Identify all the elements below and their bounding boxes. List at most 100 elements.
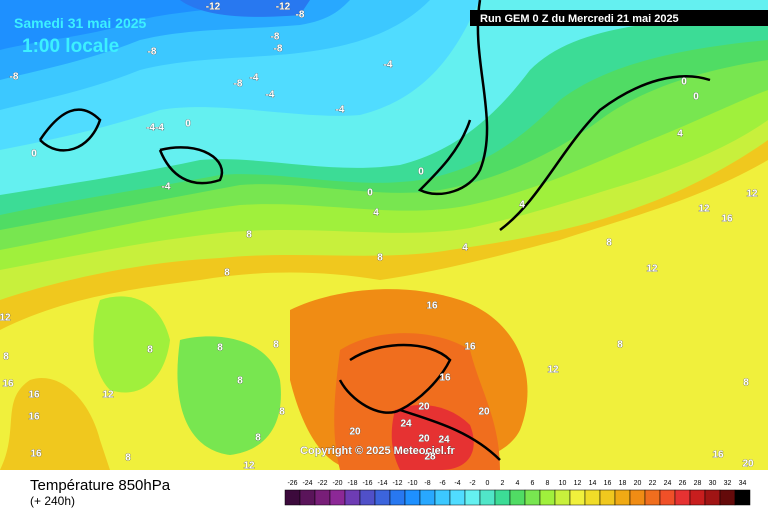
contour-label: 0: [367, 188, 373, 199]
scale-label: 2: [501, 480, 505, 487]
scale-label: 6: [531, 480, 535, 487]
scale-swatch: [569, 489, 586, 506]
contour-label: 20: [478, 407, 490, 418]
contour-label: -8: [10, 72, 19, 83]
contour-label: 0: [31, 149, 37, 160]
scale-label: 22: [649, 480, 657, 487]
contour-label: 8: [246, 230, 252, 241]
contour-label: -12: [206, 2, 221, 13]
scale-swatch: [284, 489, 301, 506]
contour-label: 4: [677, 129, 683, 140]
scale-label: -24: [302, 480, 312, 487]
contour-label: 0: [185, 119, 191, 130]
contour-label: 4: [519, 200, 525, 211]
contour-label: -4: [250, 73, 259, 84]
contour-label: 4: [462, 243, 468, 254]
footer-lead: (+ 240h): [30, 494, 75, 508]
scale-label: -4: [454, 480, 460, 487]
scale-swatch: [644, 489, 661, 506]
scale-swatch: [689, 489, 706, 506]
contour-label: 24: [438, 435, 450, 446]
contour-label: 8: [617, 340, 623, 351]
scale-label: -8: [424, 480, 430, 487]
scale-swatch: [509, 489, 526, 506]
contour-label: 0: [681, 77, 687, 88]
contour-label: 16: [721, 214, 733, 225]
scale-label: -16: [362, 480, 372, 487]
scale-swatch: [494, 489, 511, 506]
scale-swatch: [734, 489, 751, 506]
scale-label: -6: [439, 480, 445, 487]
scale-label: 4: [516, 480, 520, 487]
contour-label: 20: [349, 427, 361, 438]
scale-label: 32: [724, 480, 732, 487]
scale-swatch: [539, 489, 556, 506]
scale-label: -10: [407, 480, 417, 487]
contour-label: 12: [0, 313, 11, 324]
contour-label: 8: [125, 453, 131, 464]
contour-label: 28: [424, 452, 436, 463]
scale-swatch: [584, 489, 601, 506]
scale-swatch: [629, 489, 646, 506]
scale-swatch: [704, 489, 721, 506]
scale-swatch: [404, 489, 421, 506]
scale-swatch: [344, 489, 361, 506]
contour-label: 4: [373, 208, 379, 219]
scale-swatch: [449, 489, 466, 506]
scale-swatch: [659, 489, 676, 506]
contour-label: 12: [646, 264, 658, 275]
scale-label: 0: [486, 480, 490, 487]
contour-label: 16: [426, 301, 438, 312]
scale-swatch: [299, 489, 316, 506]
scale-swatch: [674, 489, 691, 506]
scale-label: 20: [634, 480, 642, 487]
contour-label: 12: [102, 390, 114, 401]
scale-swatch: [389, 489, 406, 506]
scale-label: -26: [287, 480, 297, 487]
contour-label: -8: [271, 32, 280, 43]
contour-label: -8: [148, 47, 157, 58]
contour-label: 8: [217, 343, 223, 354]
contour-label: -4: [162, 182, 171, 193]
date-label: Samedi 31 mai 2025: [14, 15, 147, 31]
contour-label: 8: [606, 238, 612, 249]
contour-label: -8: [234, 79, 243, 90]
contour-label: 16: [2, 379, 14, 390]
time-label: 1:00 locale: [22, 36, 119, 57]
contour-label: 16: [30, 449, 42, 460]
contour-label: 16: [712, 450, 724, 461]
contour-label: 24: [400, 419, 412, 430]
contour-label: 12: [698, 204, 710, 215]
scale-swatch: [554, 489, 571, 506]
contour-label: -4: [266, 90, 275, 101]
scale-label: 34: [739, 480, 747, 487]
scale-swatch: [464, 489, 481, 506]
contour-label: 8: [3, 352, 9, 363]
contour-label: 8: [743, 378, 749, 389]
scale-swatch: [374, 489, 391, 506]
scale-swatch: [719, 489, 736, 506]
scale-label: 10: [559, 480, 567, 487]
contour-label: 8: [255, 433, 261, 444]
run-label: Run GEM 0 Z du Mercredi 21 mai 2025: [480, 13, 679, 25]
contour-label: 8: [279, 407, 285, 418]
scale-label: 18: [619, 480, 627, 487]
contour-label: 8: [377, 253, 383, 264]
contour-label: 16: [439, 373, 451, 384]
scale-label: 12: [574, 480, 582, 487]
scale-swatch: [479, 489, 496, 506]
copyright: Copyright © 2025 Meteociel.fr: [300, 445, 456, 457]
contour-label: -12: [276, 2, 291, 13]
contour-label: 16: [464, 342, 476, 353]
contour-label: 8: [237, 376, 243, 387]
scale-label: 24: [664, 480, 672, 487]
scale-label: 14: [589, 480, 597, 487]
coastline: [38, 0, 711, 461]
scale-swatch: [599, 489, 616, 506]
contour-label: -4: [336, 105, 345, 116]
contour-label: -4: [384, 60, 393, 71]
scale-swatch: [314, 489, 331, 506]
contour-label: 12: [746, 189, 758, 200]
